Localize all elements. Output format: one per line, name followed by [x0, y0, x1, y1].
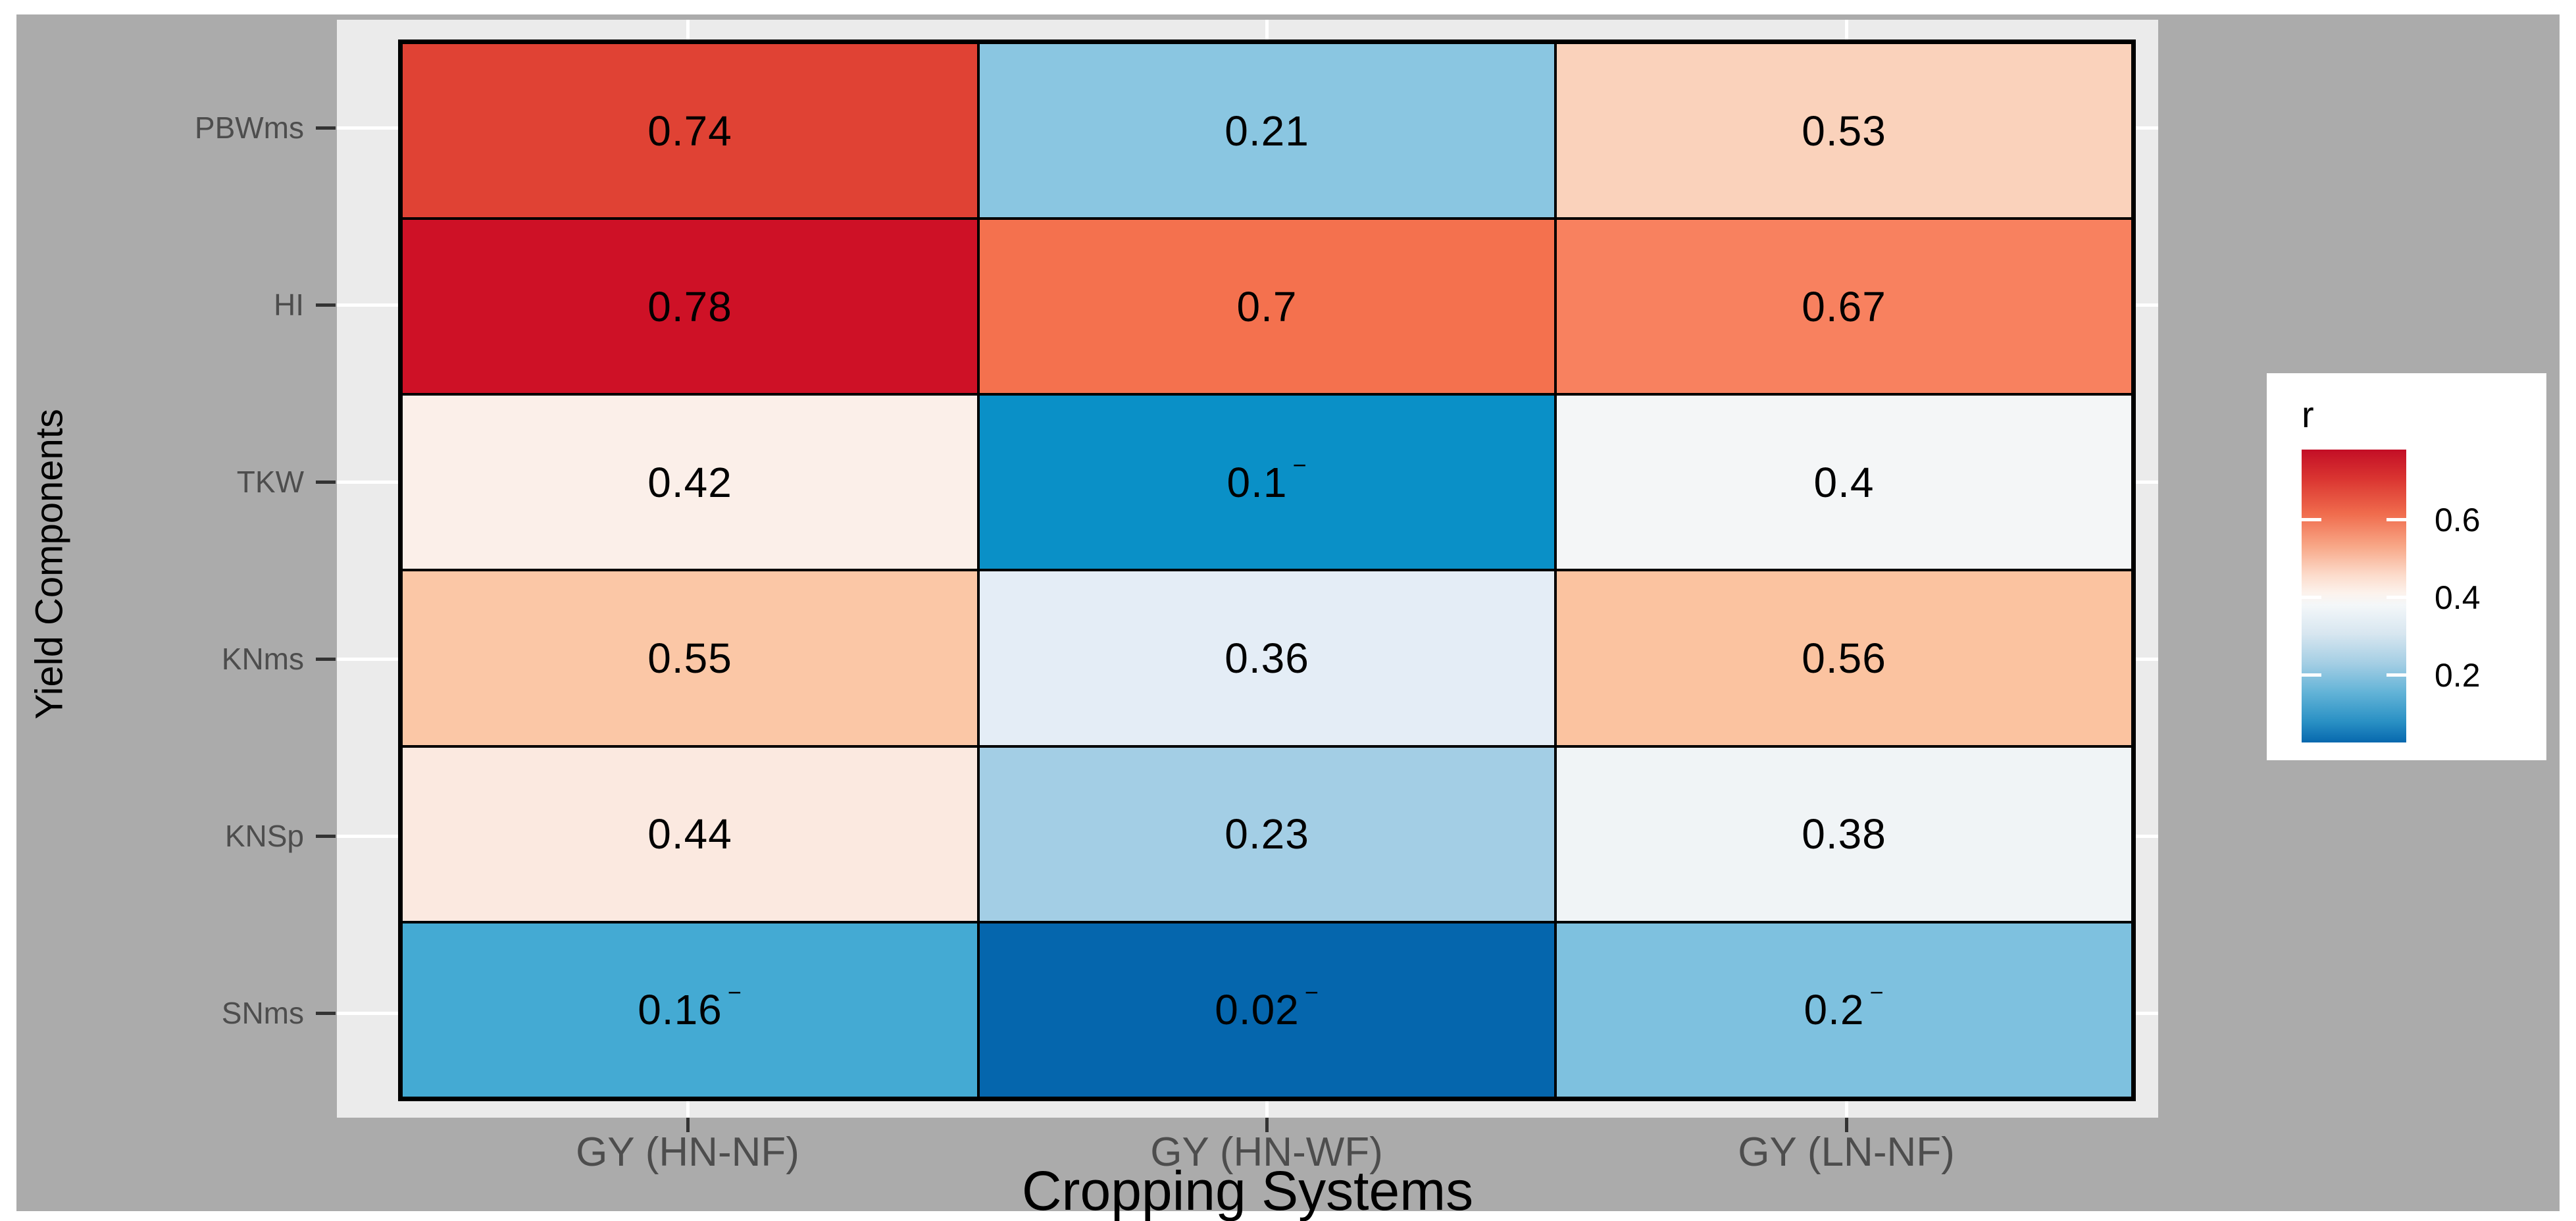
heatmap-cell: 0.16−: [401, 922, 978, 1098]
y-axis-tick: [316, 303, 336, 307]
y-axis-label: SNms: [221, 996, 304, 1030]
cell-value: 0.1: [1226, 458, 1288, 506]
y-axis-tick: [316, 834, 336, 838]
y-axis-label: PBWms: [194, 111, 304, 145]
x-axis-label: GY (HN-WF): [1150, 1130, 1383, 1175]
negative-correlation-marker: −: [1304, 979, 1319, 1006]
heatmap-cell: 0.56: [1555, 570, 2133, 746]
heatmap-cell: 0.38: [1555, 746, 2133, 922]
legend-tick: [2387, 673, 2406, 677]
y-axis-tick: [316, 480, 336, 484]
cell-value: 0.23: [1225, 810, 1309, 858]
y-axis-tick: [316, 126, 336, 130]
legend-tick: [2387, 518, 2406, 522]
heatmap-cell: 0.78: [401, 219, 978, 395]
cell-value: 0.36: [1225, 635, 1309, 683]
cell-value: 0.56: [1802, 635, 1886, 683]
legend-tick: [2302, 596, 2321, 600]
cell-value: 0.53: [1802, 107, 1886, 155]
y-axis-tick: [316, 1011, 336, 1015]
heatmap-cell: 0.7: [978, 219, 1555, 395]
heatmap-cell: 0.74: [401, 43, 978, 219]
heatmap-cell: 0.21: [978, 43, 1555, 219]
heatmap-cell: 0.36: [978, 570, 1555, 746]
x-axis-tick: [1265, 1118, 1269, 1132]
legend-tick-label: 0.4: [2435, 579, 2481, 616]
y-axis-tick: [316, 657, 336, 661]
heatmap-cell: 0.4: [1555, 394, 2133, 571]
cell-value: 0.42: [647, 458, 732, 506]
legend-tick: [2302, 673, 2321, 677]
legend: r 0.6 0.4 0.2: [2267, 373, 2546, 760]
heatmap-cell: 0.02−: [978, 922, 1555, 1098]
heatmap-cell: 0.44: [401, 746, 978, 922]
cell-value: 0.2: [1804, 986, 1865, 1034]
legend-tick-label: 0.2: [2435, 656, 2481, 694]
negative-correlation-marker: −: [727, 979, 742, 1006]
negative-correlation-marker: −: [1292, 451, 1307, 479]
legend-title: r: [2302, 394, 2314, 435]
legend-tick: [2387, 596, 2406, 600]
cell-value: 0.44: [647, 810, 732, 858]
x-axis-tick: [686, 1118, 690, 1132]
cell-value: 0.67: [1802, 282, 1886, 330]
heatmap-cell: 0.53: [1555, 43, 2133, 219]
heatmap-cell: 0.2−: [1555, 922, 2133, 1098]
legend-gradient-bar: [2302, 450, 2406, 742]
cell-value: 0.21: [1225, 107, 1309, 155]
heatmap-cell: 0.55: [401, 570, 978, 746]
heatmap-cell: 0.42: [401, 394, 978, 571]
heatmap-cell: 0.23: [978, 746, 1555, 922]
cell-value: 0.74: [647, 107, 732, 155]
legend-tick: [2302, 518, 2321, 522]
x-axis-title: Cropping Systems: [1021, 1160, 1474, 1221]
cell-value: 0.16: [638, 986, 722, 1034]
heatmap-cell: 0.67: [1555, 219, 2133, 395]
cell-value: 0.4: [1813, 458, 1875, 506]
legend-tick-label: 0.6: [2435, 501, 2481, 538]
cell-value: 0.78: [647, 282, 732, 330]
x-axis-label: GY (HN-NF): [576, 1130, 799, 1175]
cell-value: 0.02: [1215, 986, 1300, 1034]
negative-correlation-marker: −: [1869, 979, 1884, 1006]
heatmap-grid: 0.74 0.21 0.53 0.78 0.7 0.67 0.42 0.1−0.4 0.55 0.…: [398, 39, 2136, 1101]
y-axis-label: TKW: [236, 465, 304, 499]
y-axis-title: Yield Components: [28, 409, 71, 719]
heatmap-cell: 0.1−: [978, 394, 1555, 571]
x-axis-tick: [1844, 1118, 1848, 1132]
cell-value: 0.7: [1236, 282, 1298, 330]
cell-value: 0.55: [647, 635, 732, 683]
y-axis-label: HI: [274, 288, 304, 322]
x-axis-label: GY (LN-NF): [1738, 1130, 1955, 1175]
cell-value: 0.38: [1802, 810, 1886, 858]
y-axis-label: KNSp: [224, 819, 304, 853]
y-axis-label: KNms: [221, 642, 304, 676]
